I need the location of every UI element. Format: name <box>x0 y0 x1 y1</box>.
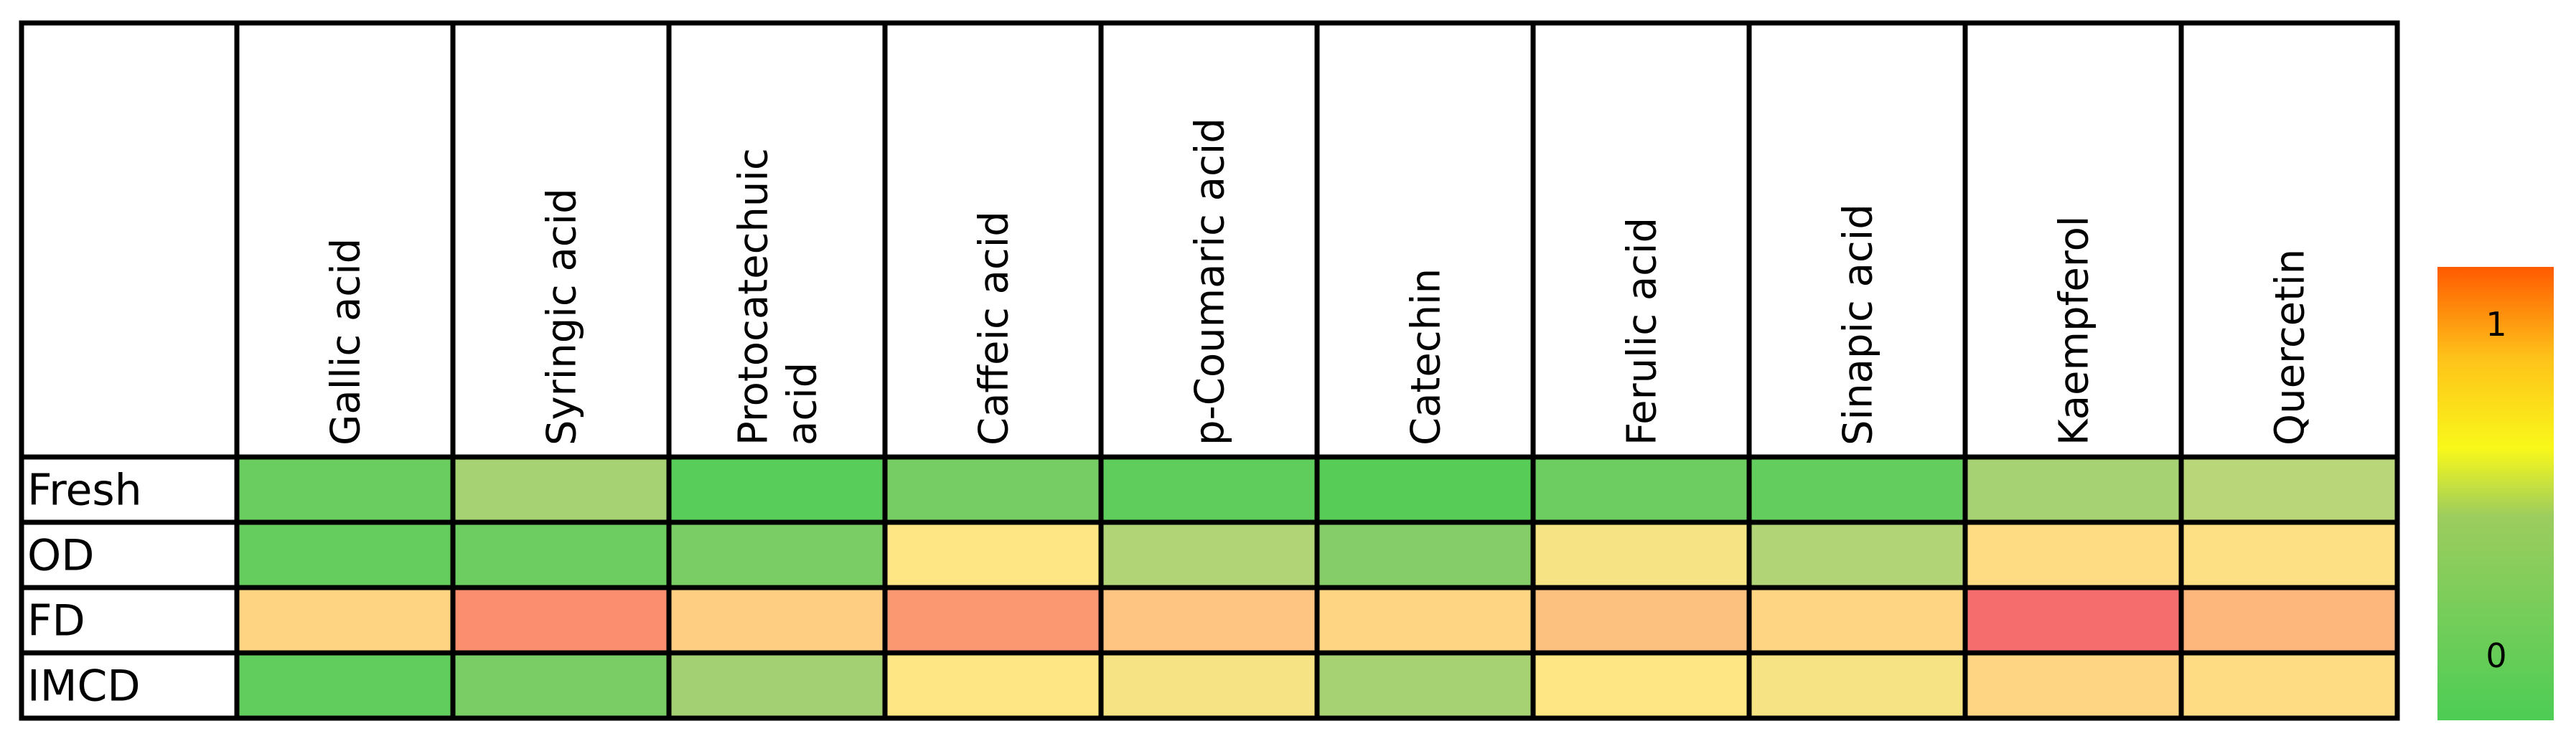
heatmap-cell-od-7 <box>1533 522 1749 588</box>
heatmap-cells <box>237 457 2397 718</box>
heatmap-cell-fresh-4 <box>885 457 1101 522</box>
heatmap-cell-imcd-9 <box>1965 653 2181 718</box>
heatmap-cell-imcd-10 <box>2181 653 2397 718</box>
column-header-label: Quercetin <box>2267 249 2314 446</box>
heatmap-cell-fd-6 <box>1317 588 1533 653</box>
heatmap-cell-fd-8 <box>1749 588 1965 653</box>
heatmap-cell-fresh-10 <box>2181 457 2397 522</box>
column-header-label: Gallic acid <box>323 238 370 446</box>
column-header-label: acid <box>779 362 826 446</box>
heatmap-cell-imcd-1 <box>237 653 453 718</box>
heatmap-cell-od-3 <box>669 522 885 588</box>
heatmap-cell-fresh-5 <box>1101 457 1317 522</box>
heatmap-cell-imcd-7 <box>1533 653 1749 718</box>
heatmap-cell-fd-2 <box>453 588 669 653</box>
heatmap-cell-imcd-6 <box>1317 653 1533 718</box>
colorbar-tick-max: 1 <box>2486 305 2506 344</box>
row-headers: Fresh OD FD IMCD <box>27 466 142 712</box>
column-header-label: Kaempferol <box>2051 216 2098 446</box>
heatmap-cell-imcd-2 <box>453 653 669 718</box>
heatmap-cell-fd-1 <box>237 588 453 653</box>
colorbar: 1 0 <box>2437 267 2554 720</box>
colorbar-gradient <box>2437 267 2554 720</box>
heatmap-cell-od-4 <box>885 522 1101 588</box>
table-grid <box>19 20 2400 721</box>
heatmap-cell-fd-5 <box>1101 588 1317 653</box>
column-header-label: Syringic acid <box>539 188 586 446</box>
heatmap-cell-od-1 <box>237 522 453 588</box>
heatmap-cell-od-5 <box>1101 522 1317 588</box>
heatmap-cell-od-8 <box>1749 522 1965 588</box>
column-header-label: p-Coumaric acid <box>1187 118 1234 446</box>
column-header-label: Protocatechuic <box>731 148 777 446</box>
heatmap-cell-fd-3 <box>669 588 885 653</box>
row-header-fresh: Fresh <box>27 466 142 516</box>
heatmap-cell-od-9 <box>1965 522 2181 588</box>
column-header-label: Sinapic acid <box>1835 204 1882 446</box>
heatmap-cell-fresh-1 <box>237 457 453 522</box>
heatmap-cell-fresh-8 <box>1749 457 1965 522</box>
heatmap-cell-imcd-4 <box>885 653 1101 718</box>
heatmap-cell-fresh-9 <box>1965 457 2181 522</box>
column-headers: Gallic acid Syringic acid Protocatechuic ac… <box>323 118 2314 446</box>
column-header-label: Catechin <box>1403 268 1450 446</box>
heatmap-cell-imcd-8 <box>1749 653 1965 718</box>
heatmap-cell-fresh-3 <box>669 457 885 522</box>
heatmap-cell-od-10 <box>2181 522 2397 588</box>
heatmap-cell-fd-9 <box>1965 588 2181 653</box>
colorbar-tick-min: 0 <box>2486 636 2506 675</box>
heatmap-cell-imcd-5 <box>1101 653 1317 718</box>
heatmap-cell-fd-7 <box>1533 588 1749 653</box>
heatmap-cell-fd-10 <box>2181 588 2397 653</box>
row-header-od: OD <box>27 531 94 581</box>
row-header-imcd: IMCD <box>27 661 141 712</box>
column-header-label: Ferulic acid <box>1619 217 1666 446</box>
heatmap-cell-fresh-6 <box>1317 457 1533 522</box>
heatmap-cell-imcd-3 <box>669 653 885 718</box>
heatmap-cell-fresh-7 <box>1533 457 1749 522</box>
heatmap-cell-od-2 <box>453 522 669 588</box>
heatmap-cell-od-6 <box>1317 522 1533 588</box>
heatmap-cell-fresh-2 <box>453 457 669 522</box>
row-header-fd: FD <box>27 596 85 646</box>
heatmap-cell-fd-4 <box>885 588 1101 653</box>
column-header-label: Caffeic acid <box>971 211 1018 446</box>
